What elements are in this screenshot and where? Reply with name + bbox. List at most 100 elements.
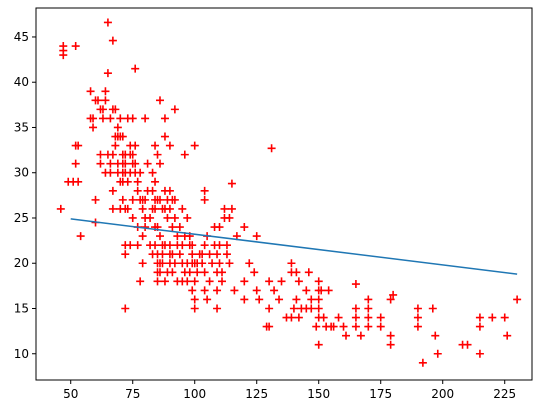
data-point (500, 313, 509, 322)
data-point (118, 195, 127, 204)
data-point (431, 331, 440, 340)
data-point (222, 241, 231, 250)
data-point (96, 159, 105, 168)
data-point (158, 250, 167, 259)
data-point (250, 268, 259, 277)
data-point (178, 204, 187, 213)
data-point (240, 223, 249, 232)
x-axis-ticks: 50 75 100 125 150 175 200 225 (63, 380, 516, 401)
y-tick-label: 20 (14, 256, 29, 270)
data-point (227, 204, 236, 213)
data-point (225, 259, 234, 268)
data-point (133, 186, 142, 195)
data-point (96, 150, 105, 159)
scatter-points (56, 18, 522, 367)
data-point (304, 268, 313, 277)
data-point (148, 186, 157, 195)
data-point (386, 295, 395, 304)
data-point (106, 159, 115, 168)
data-point (190, 295, 199, 304)
y-tick-label: 30 (14, 166, 29, 180)
data-point (200, 195, 209, 204)
data-point (148, 168, 157, 177)
data-point (312, 322, 321, 331)
data-point (113, 123, 122, 132)
data-point (128, 114, 137, 123)
data-point (56, 204, 65, 213)
data-point (143, 159, 152, 168)
data-point (89, 114, 98, 123)
data-point (356, 331, 365, 340)
data-point (265, 304, 274, 313)
data-point (351, 322, 360, 331)
data-point (168, 223, 177, 232)
data-point (376, 313, 385, 322)
data-point (133, 177, 142, 186)
data-point (151, 204, 160, 213)
data-point (163, 213, 172, 222)
data-point (103, 69, 112, 78)
data-point (240, 277, 249, 286)
data-point (165, 241, 174, 250)
data-point (86, 87, 95, 96)
data-point (168, 268, 177, 277)
y-tick-label: 45 (14, 30, 29, 44)
data-point (168, 250, 177, 259)
data-point (108, 36, 117, 45)
data-point (314, 295, 323, 304)
data-point (267, 144, 276, 153)
data-point (213, 250, 222, 259)
data-point (190, 277, 199, 286)
data-point (413, 313, 422, 322)
data-point (351, 304, 360, 313)
data-point (71, 42, 80, 51)
data-point (215, 223, 224, 232)
data-point (289, 304, 298, 313)
data-point (170, 213, 179, 222)
data-point (413, 304, 422, 313)
data-point (170, 105, 179, 114)
data-point (376, 322, 385, 331)
data-point (488, 313, 497, 322)
data-point (205, 250, 214, 259)
data-point (138, 259, 147, 268)
data-point (188, 250, 197, 259)
data-point (158, 259, 167, 268)
data-point (463, 340, 472, 349)
data-point (287, 259, 296, 268)
data-point (364, 295, 373, 304)
data-point (200, 241, 209, 250)
data-point (324, 286, 333, 295)
data-point (200, 268, 209, 277)
data-point (175, 223, 184, 232)
data-point (307, 295, 316, 304)
data-point (198, 259, 207, 268)
data-point (364, 313, 373, 322)
data-point (208, 259, 217, 268)
data-point (98, 114, 107, 123)
data-point (190, 141, 199, 150)
data-point (287, 313, 296, 322)
data-point (111, 105, 120, 114)
data-point (428, 304, 437, 313)
x-tick-label: 75 (125, 387, 140, 401)
data-point (277, 277, 286, 286)
data-point (185, 268, 194, 277)
data-point (215, 259, 224, 268)
data-point (339, 322, 348, 331)
data-point (108, 204, 117, 213)
x-tick-label: 200 (431, 387, 454, 401)
data-point (121, 250, 130, 259)
data-point (475, 322, 484, 331)
data-point (160, 277, 169, 286)
data-point (351, 313, 360, 322)
data-point (200, 286, 209, 295)
data-point (307, 304, 316, 313)
data-point (314, 304, 323, 313)
regression-line (70, 218, 518, 275)
data-point (173, 232, 182, 241)
data-point (205, 277, 214, 286)
data-point (503, 331, 512, 340)
data-point (218, 277, 226, 286)
